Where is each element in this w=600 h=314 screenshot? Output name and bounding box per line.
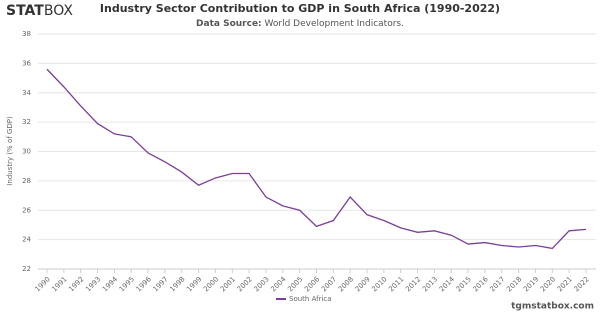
x-tick-label: 2020 [539, 275, 557, 293]
y-tick-label: 36 [22, 59, 31, 67]
logo: STATBOX [6, 3, 73, 19]
x-tick-label: 2013 [421, 275, 439, 293]
legend-label: South Africa [289, 295, 332, 303]
x-tick-label: 1994 [101, 275, 120, 294]
x-tick-label: 2015 [455, 275, 473, 293]
source: World Development Indicators. [265, 19, 404, 29]
source-label: Data Source: [196, 19, 262, 29]
y-tick-label: 26 [22, 206, 31, 214]
x-tick-label: 2022 [573, 275, 591, 293]
x-tick-label: 1992 [67, 275, 85, 293]
x-tick-label: 2012 [404, 275, 422, 293]
y-tick-label: 28 [22, 177, 31, 185]
y-tick-label: 30 [22, 148, 31, 156]
y-tick-label: 38 [22, 30, 31, 38]
x-tick-label: 1996 [135, 275, 154, 294]
x-tick-label: 2010 [370, 275, 388, 293]
x-tick-label: 2004 [269, 275, 288, 294]
logo-light: BOX [44, 3, 73, 19]
x-tick-label: 2005 [286, 275, 304, 293]
x-tick-label: 1993 [84, 275, 102, 293]
x-tick-label: 1999 [185, 275, 203, 293]
subtitle: Data Source: World Development Indicator… [196, 19, 404, 29]
x-tick-label: 2002 [236, 275, 254, 293]
y-axis-label: Industry (% of GDP) [6, 116, 14, 186]
x-tick-label: 2008 [337, 275, 355, 293]
x-tick-label: 2000 [202, 275, 220, 293]
x-tick-label: 2018 [505, 275, 523, 293]
x-tick-label: 2007 [320, 275, 338, 293]
y-tick-label: 32 [22, 118, 31, 126]
x-tick-label: 2019 [522, 275, 540, 293]
x-tick-label: 1997 [151, 275, 169, 293]
x-tick-label: 1990 [34, 275, 52, 293]
x-tick-label: 2006 [303, 275, 322, 294]
footer: tgmstatbox.com [511, 302, 594, 312]
y-tick-label: 24 [22, 236, 31, 244]
logo-bold: STAT [6, 3, 44, 19]
y-tick-label: 34 [22, 89, 31, 97]
x-tick-label: 2011 [387, 275, 405, 293]
x-tick-label: 2009 [354, 275, 372, 293]
x-tick-label: 2017 [488, 275, 506, 293]
chart-title: Industry Sector Contribution to GDP in S… [100, 2, 500, 15]
x-tick-label: 1998 [168, 275, 186, 293]
x-tick-label: 2001 [219, 275, 237, 293]
line [46, 68, 587, 250]
x-tick-label: 2003 [253, 275, 271, 293]
x-tick-label: 1991 [50, 275, 68, 293]
x-tick-label: 2021 [556, 275, 574, 293]
y-tick-label: 22 [22, 265, 31, 273]
x-tick-label: 2016 [472, 275, 491, 294]
x-tick-label: 1995 [118, 275, 136, 293]
x-tick-label: 2014 [438, 275, 457, 294]
